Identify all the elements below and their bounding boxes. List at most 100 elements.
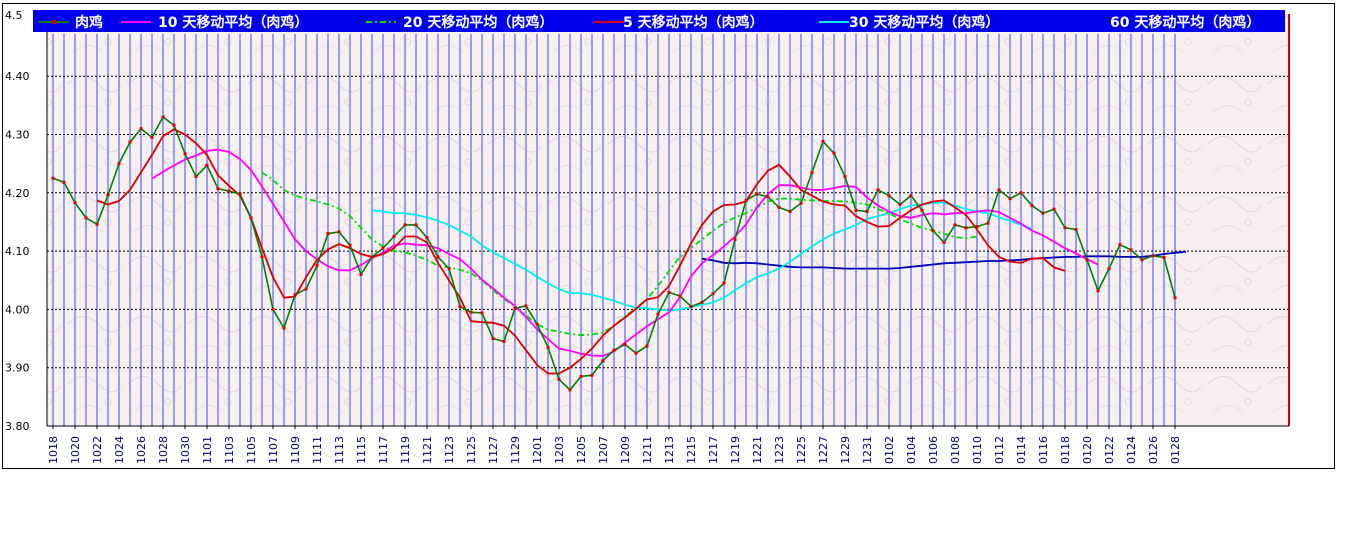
price-point-53 [634, 351, 638, 355]
series-line-3 [96, 128, 1066, 375]
x-tick-label-11: 1109 [289, 436, 302, 464]
y-tick-label-5: 4.00 [5, 303, 30, 316]
x-tick-label-22: 1201 [531, 436, 544, 464]
x-tick-label-2: 1022 [91, 436, 104, 464]
price-point-41 [502, 339, 506, 343]
x-tick-label-41: 0108 [949, 436, 962, 464]
price-point-99 [1140, 258, 1144, 262]
legend-label-0: 肉鸡 [75, 14, 103, 31]
price-point-28 [359, 272, 363, 276]
y-tick-label-6: 3.90 [5, 362, 30, 375]
price-point-20 [271, 307, 275, 311]
price-point-69 [810, 170, 814, 174]
price-point-68 [799, 201, 803, 205]
x-tick-label-18: 1123 [443, 436, 456, 464]
price-point-94 [1085, 258, 1089, 262]
x-axis-ticks: 1018 1020 1022 1024 1026 1028 1030 1101 1103 1105… [47, 426, 1182, 464]
x-tick-label-7: 1101 [201, 436, 214, 464]
price-point-12 [183, 152, 187, 156]
x-tick-label-43: 0112 [993, 436, 1006, 464]
legend-marker [52, 20, 56, 24]
price-point-35 [436, 255, 440, 259]
legend-label-2: 20 天移动平均（肉鸡） [403, 14, 553, 31]
x-tick-label-20: 1127 [487, 436, 500, 464]
x-tick-label-12: 1111 [311, 436, 324, 464]
x-tick-label-9: 1105 [245, 436, 258, 464]
price-point-51 [612, 348, 616, 352]
x-tick-label-39: 0104 [905, 436, 918, 464]
price-point-101 [1162, 256, 1166, 260]
x-tick-label-19: 1125 [465, 436, 478, 464]
price-point-77 [898, 202, 902, 206]
price-point-10 [161, 115, 165, 119]
price-point-72 [843, 174, 847, 178]
chart-canvas: 4.5 4.40 4.30 4.20 4.10 4.00 3.90 3.80 1018 1020… [5, 9, 1290, 464]
price-point-6 [117, 162, 121, 166]
price-point-9 [150, 135, 154, 139]
y-tick-label-2: 4.30 [5, 129, 30, 142]
y-tick-label-7: 3.80 [5, 420, 30, 433]
price-point-40 [491, 337, 495, 341]
price-point-88 [1019, 191, 1023, 195]
x-tick-label-17: 1121 [421, 436, 434, 464]
legend-label-1: 10 天移动平均（肉鸡） [158, 14, 308, 31]
price-point-86 [997, 188, 1001, 192]
legend-background [33, 10, 1285, 32]
x-tick-label-23: 1203 [553, 436, 566, 464]
x-tick-label-31: 1219 [729, 436, 742, 464]
price-point-61 [722, 281, 726, 285]
price-point-21 [282, 326, 286, 330]
x-tick-label-6: 1030 [179, 436, 192, 464]
x-tick-label-48: 0122 [1103, 436, 1116, 464]
price-point-11 [172, 123, 176, 127]
price-point-26 [337, 230, 341, 234]
price-point-92 [1063, 226, 1067, 230]
price-point-32 [403, 223, 407, 227]
x-tick-label-37: 1231 [861, 436, 874, 464]
x-tick-label-38: 0102 [883, 436, 896, 464]
price-point-102 [1173, 296, 1177, 300]
x-tick-label-4: 1026 [135, 436, 148, 464]
price-point-65 [766, 195, 770, 199]
price-point-84 [975, 225, 979, 229]
x-tick-label-34: 1225 [795, 436, 808, 464]
price-point-57 [678, 294, 682, 298]
price-point-64 [755, 192, 759, 196]
price-point-80 [931, 229, 935, 233]
price-point-42 [513, 306, 517, 310]
x-tick-label-35: 1227 [817, 436, 830, 464]
price-point-96 [1107, 267, 1111, 271]
x-tick-label-3: 1024 [113, 436, 126, 464]
price-point-34 [425, 236, 429, 240]
price-point-83 [964, 226, 968, 230]
x-tick-label-50: 0126 [1147, 436, 1160, 464]
price-point-29 [370, 255, 374, 259]
y-tick-label-0: 4.5 [5, 9, 23, 22]
price-point-70 [821, 139, 825, 143]
price-point-45 [546, 345, 550, 349]
price-point-67 [788, 209, 792, 213]
price-point-44 [535, 322, 539, 326]
x-tick-label-51: 0128 [1169, 436, 1182, 464]
price-point-22 [293, 293, 297, 297]
price-point-74 [865, 209, 869, 213]
legend: 肉鸡 10 天移动平均（肉鸡） 20 天移动平均（肉鸡） 5 天移动平均（肉鸡） 30 … [33, 10, 1285, 32]
grid-lines [47, 75, 1289, 369]
price-point-58 [689, 304, 693, 308]
price-point-14 [205, 163, 209, 167]
y-tick-label-3: 4.20 [5, 187, 30, 200]
price-point-24 [315, 264, 319, 268]
x-tick-label-5: 1028 [157, 436, 170, 464]
x-tick-label-1: 1020 [69, 436, 82, 464]
price-point-50 [601, 359, 605, 363]
price-point-55 [656, 312, 660, 316]
price-point-71 [832, 151, 836, 155]
price-point-93 [1074, 228, 1078, 232]
price-point-27 [348, 243, 352, 247]
legend-label-4: 30 天移动平均（肉鸡） [849, 14, 999, 31]
price-point-8 [139, 127, 143, 131]
price-point-33 [414, 223, 418, 227]
x-tick-label-40: 0106 [927, 436, 940, 464]
price-point-49 [590, 373, 594, 377]
price-point-66 [777, 205, 781, 209]
